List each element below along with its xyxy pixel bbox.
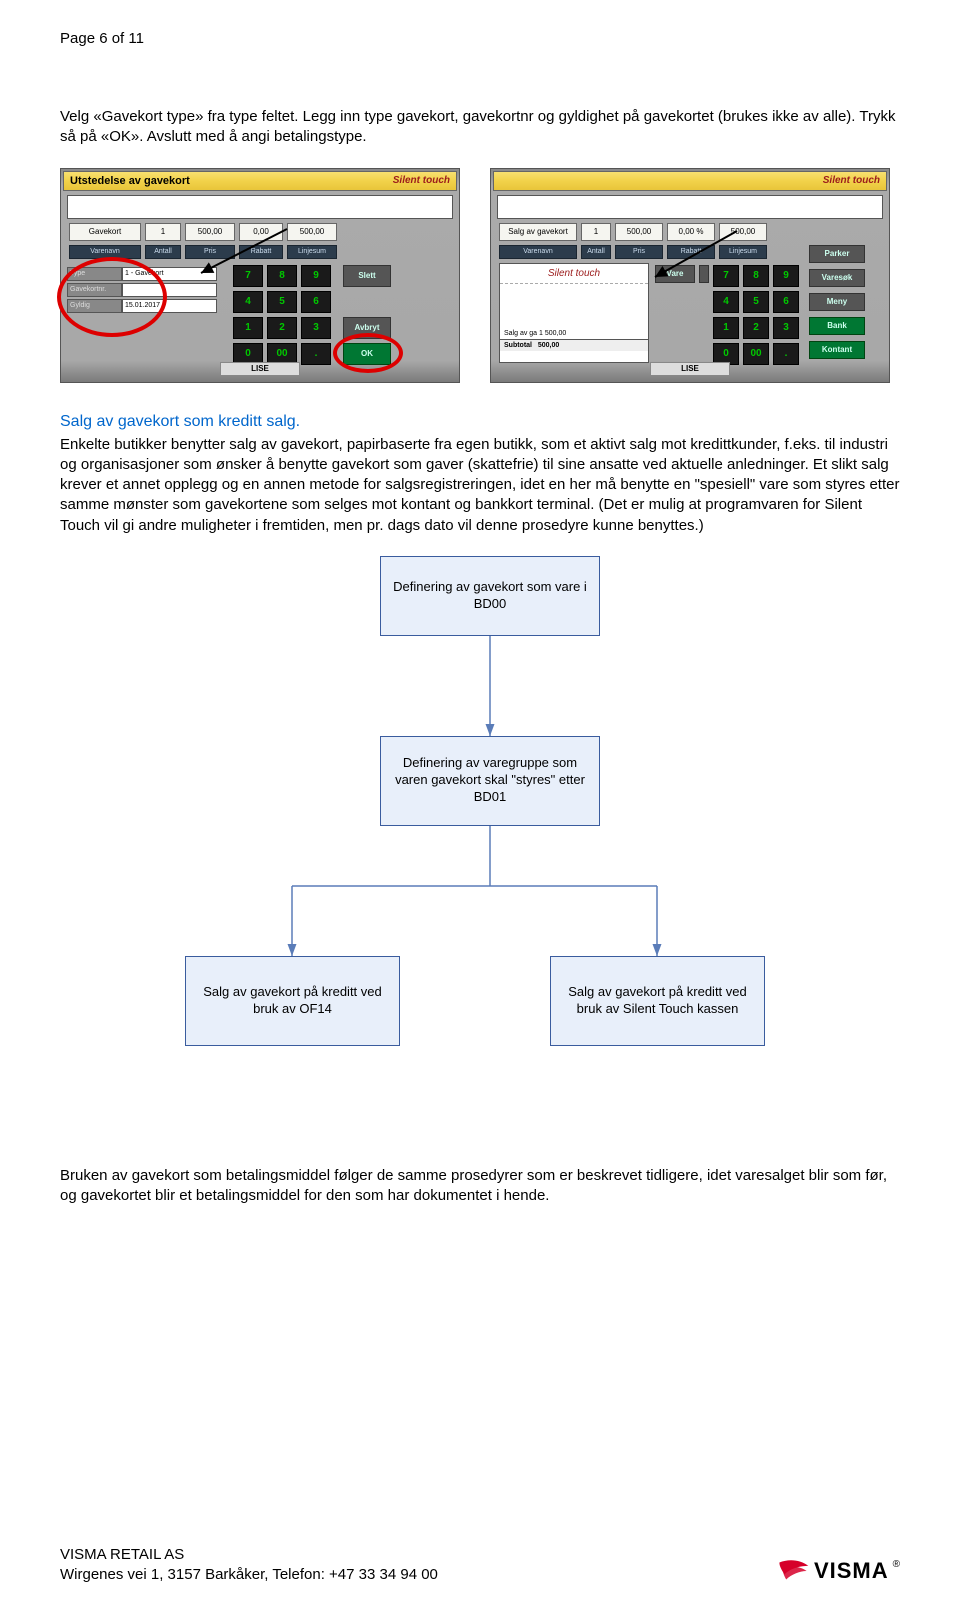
pos-panel-right: Silent touch Salg av gavekort 1 500,00 0… (490, 168, 890, 383)
key[interactable]: 5 (267, 291, 297, 313)
col-header: Linjesum (719, 245, 767, 259)
pos-panel-left: Utstedelse av gavekort Silent touch Gave… (60, 168, 460, 383)
key[interactable]: 6 (301, 291, 331, 313)
col-header: Varenavn (69, 245, 141, 259)
meny-button[interactable]: Meny (809, 293, 865, 311)
key[interactable]: 8 (743, 265, 769, 287)
keypad: 7 8 9 4 5 6 1 2 3 0 00 . (233, 265, 331, 365)
col-header: Pris (615, 245, 663, 259)
page-footer: VISMA RETAIL AS Wirgenes vei 1, 3157 Bar… (60, 1545, 900, 1586)
form-input[interactable]: 1 - Gavekort (122, 267, 217, 281)
flowchart-box: Definering av gavekort som vare i BD00 (380, 556, 600, 636)
kort-button[interactable] (699, 265, 709, 283)
flowchart-box: Salg av gavekort på kreditt ved bruk av … (185, 956, 400, 1046)
row-label: 500,00 (287, 223, 337, 241)
flowchart-box: Salg av gavekort på kreditt ved bruk av … (550, 956, 765, 1046)
lise-label: LISE (220, 362, 300, 376)
closing-paragraph: Bruken av gavekort som betalingsmiddel f… (60, 1166, 900, 1207)
pos-display-right (497, 195, 883, 219)
varesok-button[interactable]: Varesøk (809, 269, 865, 287)
visma-swoosh-icon (776, 1557, 810, 1585)
pos-title-right: Silent touch (493, 171, 887, 191)
receipt: Silent touch Salg av ga 1 500,00 Subtota… (499, 263, 649, 363)
key[interactable]: 3 (301, 317, 331, 339)
col-header: Linjesum (287, 245, 337, 259)
key[interactable]: 1 (233, 317, 263, 339)
key[interactable]: 2 (267, 317, 297, 339)
key[interactable]: 1 (713, 317, 739, 339)
key[interactable]: 9 (301, 265, 331, 287)
kontant-button[interactable]: Kontant (809, 341, 865, 359)
col-header: Varenavn (499, 245, 577, 259)
parker-button[interactable]: Parker (809, 245, 865, 263)
col-header: Pris (185, 245, 235, 259)
visma-logo: VISMA ® (776, 1557, 900, 1585)
col-header: Rabatt (239, 245, 283, 259)
key[interactable]: 00 (743, 343, 769, 365)
form-input[interactable] (122, 283, 217, 297)
flowchart-box: Definering av varegruppe som varen gavek… (380, 736, 600, 826)
form-label: Gavekortnr. (67, 283, 122, 297)
row-label: 0,00 % (667, 223, 715, 241)
pos-form: Type1 - Gavekort Gavekortnr. Gyldig15.01… (67, 267, 217, 315)
flowchart: Definering av gavekort som vare i BD00 De… (60, 556, 900, 1126)
row-label: 500,00 (615, 223, 663, 241)
col-header: Antall (581, 245, 611, 259)
pos-logo: Silent touch (393, 175, 450, 186)
row-label: 1 (145, 223, 181, 241)
pos-logo: Silent touch (823, 175, 880, 186)
avbryt-button[interactable]: Avbryt (343, 317, 391, 339)
key[interactable]: 2 (743, 317, 769, 339)
key[interactable]: . (773, 343, 799, 365)
lise-label: LISE (650, 362, 730, 376)
row-label: 0,00 (239, 223, 283, 241)
intro-paragraph: Velg «Gavekort type» fra type feltet. Le… (60, 107, 900, 148)
form-input[interactable]: 15.01.2017 (122, 299, 217, 313)
pos-title-left: Utstedelse av gavekort Silent touch (63, 171, 457, 191)
bank-button[interactable]: Bank (809, 317, 865, 335)
key[interactable]: 4 (233, 291, 263, 313)
key[interactable]: 4 (713, 291, 739, 313)
key[interactable]: 3 (773, 317, 799, 339)
row-label: Gavekort (69, 223, 141, 241)
footer-text: VISMA RETAIL AS Wirgenes vei 1, 3157 Bar… (60, 1545, 438, 1586)
footer-company: VISMA RETAIL AS (60, 1545, 438, 1565)
key[interactable]: 9 (773, 265, 799, 287)
receipt-logo: Silent touch (500, 264, 648, 284)
row-label: 1 (581, 223, 611, 241)
screenshots-row: Utstedelse av gavekort Silent touch Gave… (60, 168, 900, 383)
registered-icon: ® (893, 1560, 900, 1570)
key[interactable]: 7 (233, 265, 263, 287)
pos-title-text: Utstedelse av gavekort (70, 175, 190, 187)
form-label: Type (67, 267, 122, 281)
vare-button[interactable]: Vare (655, 265, 695, 283)
receipt-total: Subtotal 500,00 (500, 339, 648, 351)
ok-button[interactable]: OK (343, 343, 391, 365)
page-number: Page 6 of 11 (60, 30, 900, 47)
key[interactable]: 8 (267, 265, 297, 287)
visma-logo-text: VISMA (814, 1558, 889, 1584)
receipt-line: Salg av ga 1 500,00 (500, 328, 648, 339)
key[interactable]: 6 (773, 291, 799, 313)
col-header: Rabatt (667, 245, 715, 259)
form-label: Gyldig (67, 299, 122, 313)
keypad: 7 8 9 4 5 6 1 2 3 0 00 . (713, 265, 799, 365)
section-body: Enkelte butikker benytter salg av gaveko… (60, 435, 900, 536)
slett-button[interactable]: Slett (343, 265, 391, 287)
row-label: 500,00 (185, 223, 235, 241)
footer-address: Wirgenes vei 1, 3157 Barkåker, Telefon: … (60, 1565, 438, 1585)
row-label: Salg av gavekort (499, 223, 577, 241)
key[interactable]: . (301, 343, 331, 365)
col-header: Antall (145, 245, 181, 259)
section-heading: Salg av gavekort som kreditt salg. (60, 413, 900, 431)
pos-display-left (67, 195, 453, 219)
row-label: 500,00 (719, 223, 767, 241)
key[interactable]: 7 (713, 265, 739, 287)
key[interactable]: 5 (743, 291, 769, 313)
